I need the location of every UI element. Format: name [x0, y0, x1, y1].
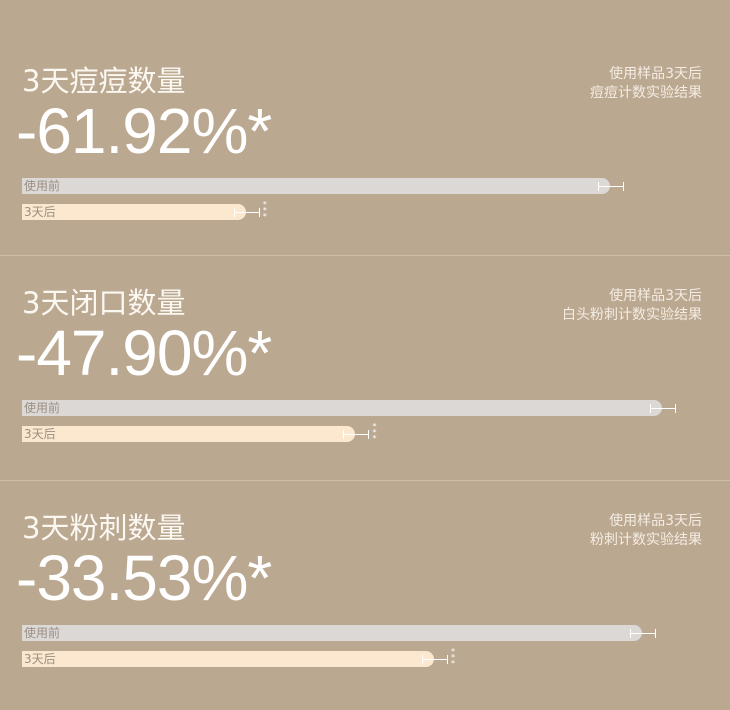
note-line: 白头粉刺计数实验结果: [562, 307, 702, 323]
error-bar: [233, 208, 260, 217]
error-bar: [650, 404, 676, 413]
note-line: 使用样品3天后: [609, 513, 702, 529]
error-bar: [598, 182, 625, 191]
error-bar: [629, 629, 656, 638]
note-line: 使用样品3天后: [609, 288, 702, 304]
significance-marker: * * *: [262, 200, 267, 221]
chart-note: 使用样品3天后 白头粉刺计数实验结果: [562, 287, 702, 325]
significance-marker: * * *: [450, 647, 455, 668]
chart-note: 使用样品3天后 痘痘计数实验结果: [590, 65, 702, 103]
divider: [0, 255, 730, 256]
significance-marker: * * *: [372, 422, 377, 443]
divider: [0, 480, 730, 481]
bar-after: 3天后: [22, 426, 356, 442]
chart-title: 3天痘痘数量: [22, 64, 186, 98]
headline-percent: -61.92%*: [16, 95, 272, 167]
headline-percent: -33.53%*: [16, 542, 272, 614]
error-bar: [421, 655, 448, 664]
chart-note: 使用样品3天后 粉刺计数实验结果: [590, 512, 702, 550]
error-bar: [343, 430, 370, 439]
note-line: 粉刺计数实验结果: [590, 532, 702, 548]
headline-percent: -47.90%*: [16, 317, 272, 389]
bar-before: 使用前: [22, 400, 662, 416]
bar-after: 3天后: [22, 651, 434, 667]
chart-title: 3天闭口数量: [22, 286, 186, 320]
note-line: 使用样品3天后: [609, 66, 702, 82]
bar-after: 3天后: [22, 204, 246, 220]
chart-title: 3天粉刺数量: [22, 511, 186, 545]
bar-before: 使用前: [22, 625, 642, 641]
note-line: 痘痘计数实验结果: [590, 85, 702, 101]
bar-before: 使用前: [22, 178, 611, 194]
